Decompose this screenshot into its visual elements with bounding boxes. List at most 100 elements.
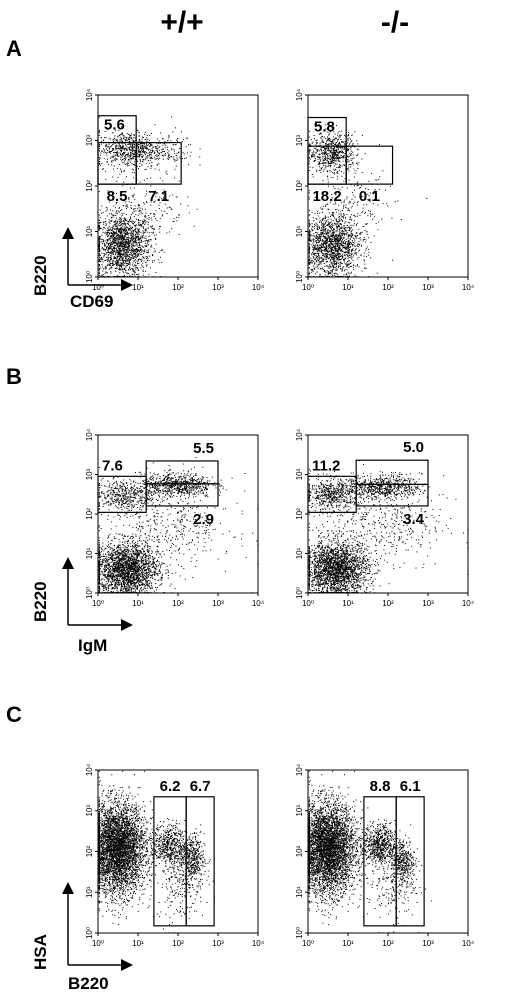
event-dot (332, 211, 333, 213)
event-dot (168, 153, 170, 155)
event-dot (330, 235, 332, 237)
event-dot (132, 231, 134, 233)
event-dot (116, 210, 118, 212)
event-dot (120, 220, 122, 222)
event-dot (329, 253, 330, 255)
event-dot (124, 139, 126, 140)
event-dot (106, 148, 107, 150)
event-dot (356, 185, 358, 187)
event-dot (134, 235, 136, 237)
event-dot (173, 149, 175, 151)
event-dot (164, 141, 166, 143)
event-dot (321, 152, 322, 154)
event-dot (130, 187, 132, 189)
event-dot (311, 229, 313, 231)
event-dot (140, 231, 142, 233)
event-dot (139, 163, 141, 164)
event-dot (343, 201, 345, 203)
event-dot (120, 262, 122, 263)
event-dot (131, 208, 133, 209)
event-dot (129, 240, 131, 242)
event-dot (133, 257, 135, 259)
event-dot (132, 257, 134, 258)
event-dot (121, 249, 123, 251)
event-dot (338, 265, 340, 267)
event-dot (345, 246, 347, 248)
event-dot (340, 265, 341, 267)
event-dot (127, 243, 129, 245)
event-dot (146, 134, 148, 136)
event-dot (313, 135, 315, 136)
event-dot (142, 241, 144, 243)
event-dot (151, 144, 153, 146)
event-dot (346, 264, 348, 266)
event-dot (154, 260, 155, 262)
event-dot (119, 239, 121, 241)
event-dot (128, 256, 130, 258)
event-dot (338, 138, 340, 140)
event-dot (332, 275, 334, 276)
event-dot (110, 146, 112, 148)
event-dot (106, 154, 108, 156)
event-dot (121, 226, 123, 228)
event-dot (117, 253, 119, 255)
event-dot (335, 150, 336, 151)
event-dot (104, 231, 106, 233)
event-dot (343, 274, 345, 276)
event-dot (348, 226, 350, 228)
event-dot (99, 251, 101, 252)
event-dot (343, 214, 345, 216)
event-dot (332, 259, 334, 260)
event-dot (121, 233, 123, 235)
event-dot (325, 259, 327, 260)
event-dot (320, 256, 322, 258)
event-dot (308, 232, 310, 234)
event-dot (120, 268, 122, 270)
event-dot (316, 259, 318, 261)
event-dot (115, 212, 117, 214)
event-dot (319, 250, 321, 252)
event-dot (334, 248, 336, 249)
event-dot (123, 152, 124, 153)
event-dot (132, 250, 134, 252)
event-dot (329, 156, 331, 158)
event-dot (334, 158, 335, 160)
event-dot (129, 252, 131, 254)
event-dot (102, 261, 104, 263)
event-dot (315, 152, 317, 154)
event-dot (328, 144, 329, 146)
event-dot (361, 244, 362, 246)
event-dot (114, 231, 116, 233)
event-dot (119, 253, 121, 255)
event-dot (121, 241, 123, 243)
event-dot (112, 150, 113, 151)
event-dot (118, 211, 120, 213)
event-dot (119, 222, 121, 224)
event-dot (117, 136, 119, 138)
event-dot (135, 236, 137, 238)
event-dot (340, 267, 342, 269)
event-dot (148, 140, 150, 142)
event-dot (330, 149, 332, 151)
event-dot (334, 255, 336, 257)
event-dot (151, 148, 153, 150)
event-dot (132, 274, 134, 275)
event-dot (120, 243, 122, 244)
event-dot (344, 134, 346, 136)
event-dot (335, 269, 337, 271)
event-dot (139, 154, 140, 156)
event-dot (346, 262, 348, 264)
event-dot (127, 228, 129, 230)
event-dot (150, 213, 152, 215)
event-dot (339, 264, 341, 266)
event-dot (337, 246, 339, 248)
event-dot (123, 272, 125, 274)
event-dot (357, 164, 359, 166)
event-dot (322, 258, 324, 260)
event-dot (98, 242, 100, 244)
event-dot (114, 240, 116, 242)
event-dot (141, 141, 143, 142)
event-dot (138, 220, 140, 222)
event-dot (139, 146, 141, 148)
